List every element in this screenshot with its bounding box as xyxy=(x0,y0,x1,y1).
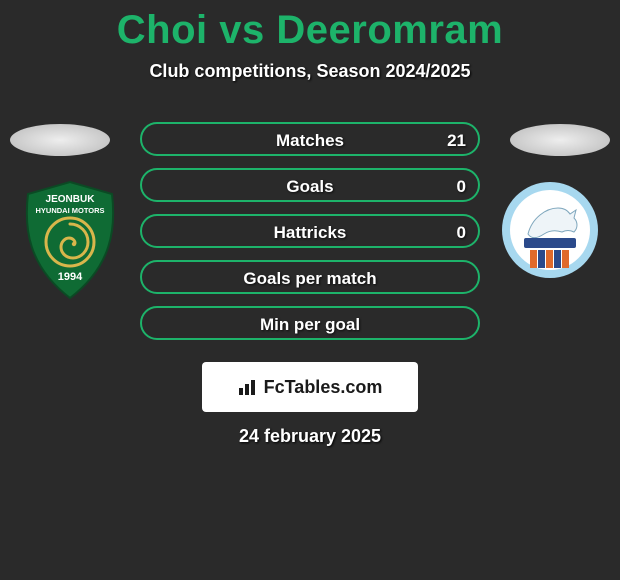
stat-label: Goals xyxy=(286,177,333,196)
stat-label: Min per goal xyxy=(260,315,360,334)
player-right-avatar xyxy=(510,124,610,156)
stat-label: Matches xyxy=(276,131,344,150)
stat-row: Goals per match xyxy=(140,260,480,294)
stat-row: Hattricks 0 xyxy=(140,214,480,248)
club-left-year: 1994 xyxy=(58,271,83,283)
subtitle: Club competitions, Season 2024/2025 xyxy=(0,61,620,82)
watermark-text: FcTables.com xyxy=(264,377,383,398)
crest-banner xyxy=(524,238,576,248)
crest-dot xyxy=(72,242,76,246)
stat-row: Goals 0 xyxy=(140,168,480,202)
club-left-name-line1: JEONBUK xyxy=(46,194,96,205)
club-right-crest xyxy=(500,180,600,300)
club-left-crest: JEONBUK HYUNDAI MOTORS 1994 xyxy=(20,180,120,300)
watermark: FcTables.com xyxy=(202,362,418,412)
player-left-avatar xyxy=(10,124,110,156)
generated-date: 24 february 2025 xyxy=(0,426,620,447)
stat-value-right: 0 xyxy=(457,170,466,204)
crest-stripes xyxy=(530,250,569,268)
page-title: Choi vs Deeromram xyxy=(0,0,620,53)
stat-value-right: 0 xyxy=(457,216,466,250)
club-left-name-line2: HYUNDAI MOTORS xyxy=(35,206,104,215)
stat-value-right: 21 xyxy=(447,124,466,158)
stats-block: Matches 21 Goals 0 Hattricks 0 Goals per match… xyxy=(140,122,480,352)
stat-label: Hattricks xyxy=(274,223,347,242)
stat-row: Matches 21 xyxy=(140,122,480,156)
stat-label: Goals per match xyxy=(243,269,376,288)
stat-row: Min per goal xyxy=(140,306,480,340)
bar-chart-icon xyxy=(238,378,260,396)
